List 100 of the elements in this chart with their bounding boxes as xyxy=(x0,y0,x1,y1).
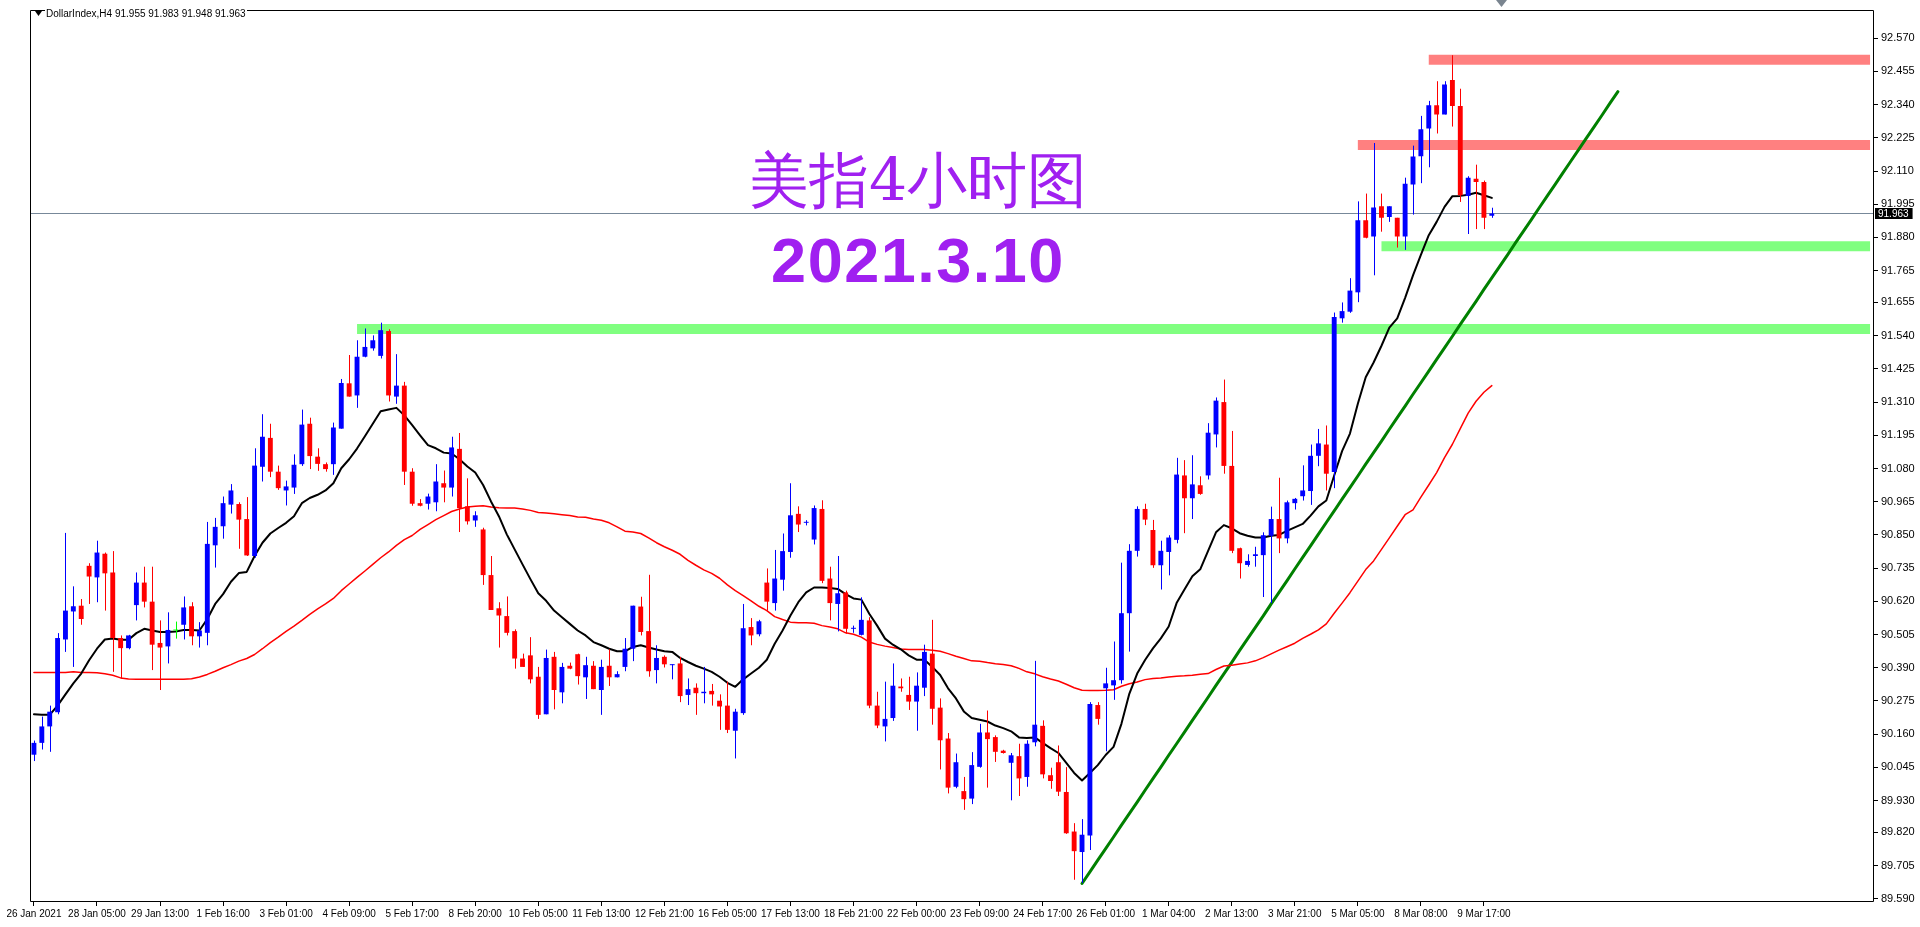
y-tick-label: 90.735 xyxy=(1881,561,1915,574)
candlestick xyxy=(1434,80,1440,134)
candlestick xyxy=(1268,506,1274,604)
candlestick xyxy=(1252,546,1258,568)
y-tick-label: 91.425 xyxy=(1881,361,1915,374)
candlestick xyxy=(1339,301,1345,324)
candlestick xyxy=(858,596,864,636)
candlestick xyxy=(165,611,171,664)
candlestick xyxy=(464,477,470,526)
candlestick xyxy=(606,648,612,687)
candlestick xyxy=(118,634,124,679)
x-tick-label: 11 Feb 13:00 xyxy=(572,907,631,919)
candlestick xyxy=(654,644,659,684)
x-tick-label: 1 Mar 04:00 xyxy=(1142,907,1196,919)
candlestick xyxy=(39,716,45,751)
y-tick-label: 90.965 xyxy=(1881,494,1915,507)
y-tick-label: 90.275 xyxy=(1881,694,1915,707)
y-tick-label: 90.160 xyxy=(1881,727,1915,740)
candlestick xyxy=(275,465,281,491)
candlestick xyxy=(1363,193,1369,239)
candlestick xyxy=(1315,428,1321,467)
candlestick xyxy=(693,682,699,716)
candlestick xyxy=(181,595,187,640)
candlestick xyxy=(575,653,581,686)
candlestick xyxy=(236,501,242,550)
candlestick xyxy=(985,710,990,789)
x-tick-label: 28 Jan 05:00 xyxy=(68,907,127,919)
y-tick-label: 91.310 xyxy=(1881,395,1915,408)
candlestick xyxy=(141,566,147,608)
x-tick-label: 23 Feb 09:00 xyxy=(950,907,1010,919)
candlestick xyxy=(1426,100,1432,168)
x-tick-label: 24 Feb 17:00 xyxy=(1013,907,1073,919)
y-tick-label: 89.705 xyxy=(1881,858,1915,871)
candlestick xyxy=(346,354,352,398)
x-tick-label: 4 Feb 09:00 xyxy=(322,907,377,919)
candlestick xyxy=(795,505,801,533)
candlestick xyxy=(1103,667,1109,752)
candlestick xyxy=(874,691,880,729)
candlestick xyxy=(906,676,912,711)
candlestick xyxy=(1111,641,1116,701)
x-tick-label: 10 Feb 05:00 xyxy=(508,907,569,919)
x-tick-label: 8 Mar 08:00 xyxy=(1394,907,1448,919)
y-tick-label: 89.590 xyxy=(1881,891,1915,904)
candlestick xyxy=(173,621,179,640)
candlestick xyxy=(527,636,533,684)
candlestick xyxy=(1394,217,1400,249)
candlestick xyxy=(212,517,218,569)
candlestick xyxy=(732,708,738,759)
ref-line-label: 91.963 xyxy=(1878,207,1910,219)
y-tick-label: 90.045 xyxy=(1881,760,1915,773)
x-tick-label: 29 Jan 13:00 xyxy=(131,907,190,919)
y-tick-label: 92.455 xyxy=(1881,64,1915,77)
x-tick-label: 3 Feb 01:00 xyxy=(259,907,314,919)
x-tick-label: 17 Feb 13:00 xyxy=(760,907,821,919)
x-tick-label: 12 Feb 21:00 xyxy=(634,907,695,919)
y-tick-label: 92.225 xyxy=(1881,130,1915,143)
candlestick xyxy=(496,601,502,649)
candlestick xyxy=(1260,531,1266,598)
x-tick-label: 22 Feb 00:00 xyxy=(887,907,947,919)
candlestick xyxy=(1095,701,1101,726)
candlestick xyxy=(220,496,226,540)
candlestick xyxy=(70,585,76,668)
y-tick-label: 89.930 xyxy=(1881,793,1915,806)
x-tick-label: 5 Mar 05:00 xyxy=(1331,907,1385,919)
y-tick-label: 91.540 xyxy=(1881,328,1915,341)
y-tick-label: 90.505 xyxy=(1881,627,1915,640)
x-tick-label: 2 Mar 13:00 xyxy=(1205,907,1259,919)
candlestick xyxy=(47,705,53,753)
x-tick-label: 18 Feb 21:00 xyxy=(824,907,884,919)
y-tick-label: 91.195 xyxy=(1881,428,1915,441)
candlestick xyxy=(1300,464,1306,502)
y-tick-label: 91.080 xyxy=(1881,461,1915,474)
candlestick xyxy=(1048,767,1053,790)
y-tick-label: 91.765 xyxy=(1881,263,1915,276)
candlestick xyxy=(133,571,139,621)
x-tick-label: 1 Feb 16:00 xyxy=(196,907,251,919)
y-tick-label: 91.655 xyxy=(1881,295,1915,308)
text: 2021.3.10 xyxy=(771,224,1065,296)
candlestick xyxy=(504,595,510,636)
candlestick xyxy=(591,660,596,690)
x-tick-label: 5 Feb 17:00 xyxy=(385,907,440,919)
candlestick xyxy=(1166,534,1172,576)
x-tick-label: 3 Mar 21:00 xyxy=(1268,907,1322,919)
candlestick xyxy=(1465,175,1471,235)
candlestick xyxy=(86,562,92,605)
candlestick xyxy=(1071,822,1077,881)
y-tick-label: 90.850 xyxy=(1881,527,1915,540)
candlestick xyxy=(764,567,770,612)
candlestick xyxy=(78,598,84,626)
candlestick xyxy=(362,327,368,358)
candlestick xyxy=(1189,454,1195,520)
y-tick-label: 92.340 xyxy=(1881,97,1915,110)
candlestick xyxy=(914,671,919,732)
candlestick xyxy=(433,463,439,512)
x-tick-label: 26 Feb 01:00 xyxy=(1076,907,1136,919)
candlestick xyxy=(1142,503,1148,526)
candlestick xyxy=(441,470,447,503)
candlestick xyxy=(102,552,108,612)
x-tick-label: 16 Feb 05:00 xyxy=(697,907,758,919)
annotation: DollarIndex,H4 91.955 91.983 91.948 91.963 xyxy=(45,8,247,19)
